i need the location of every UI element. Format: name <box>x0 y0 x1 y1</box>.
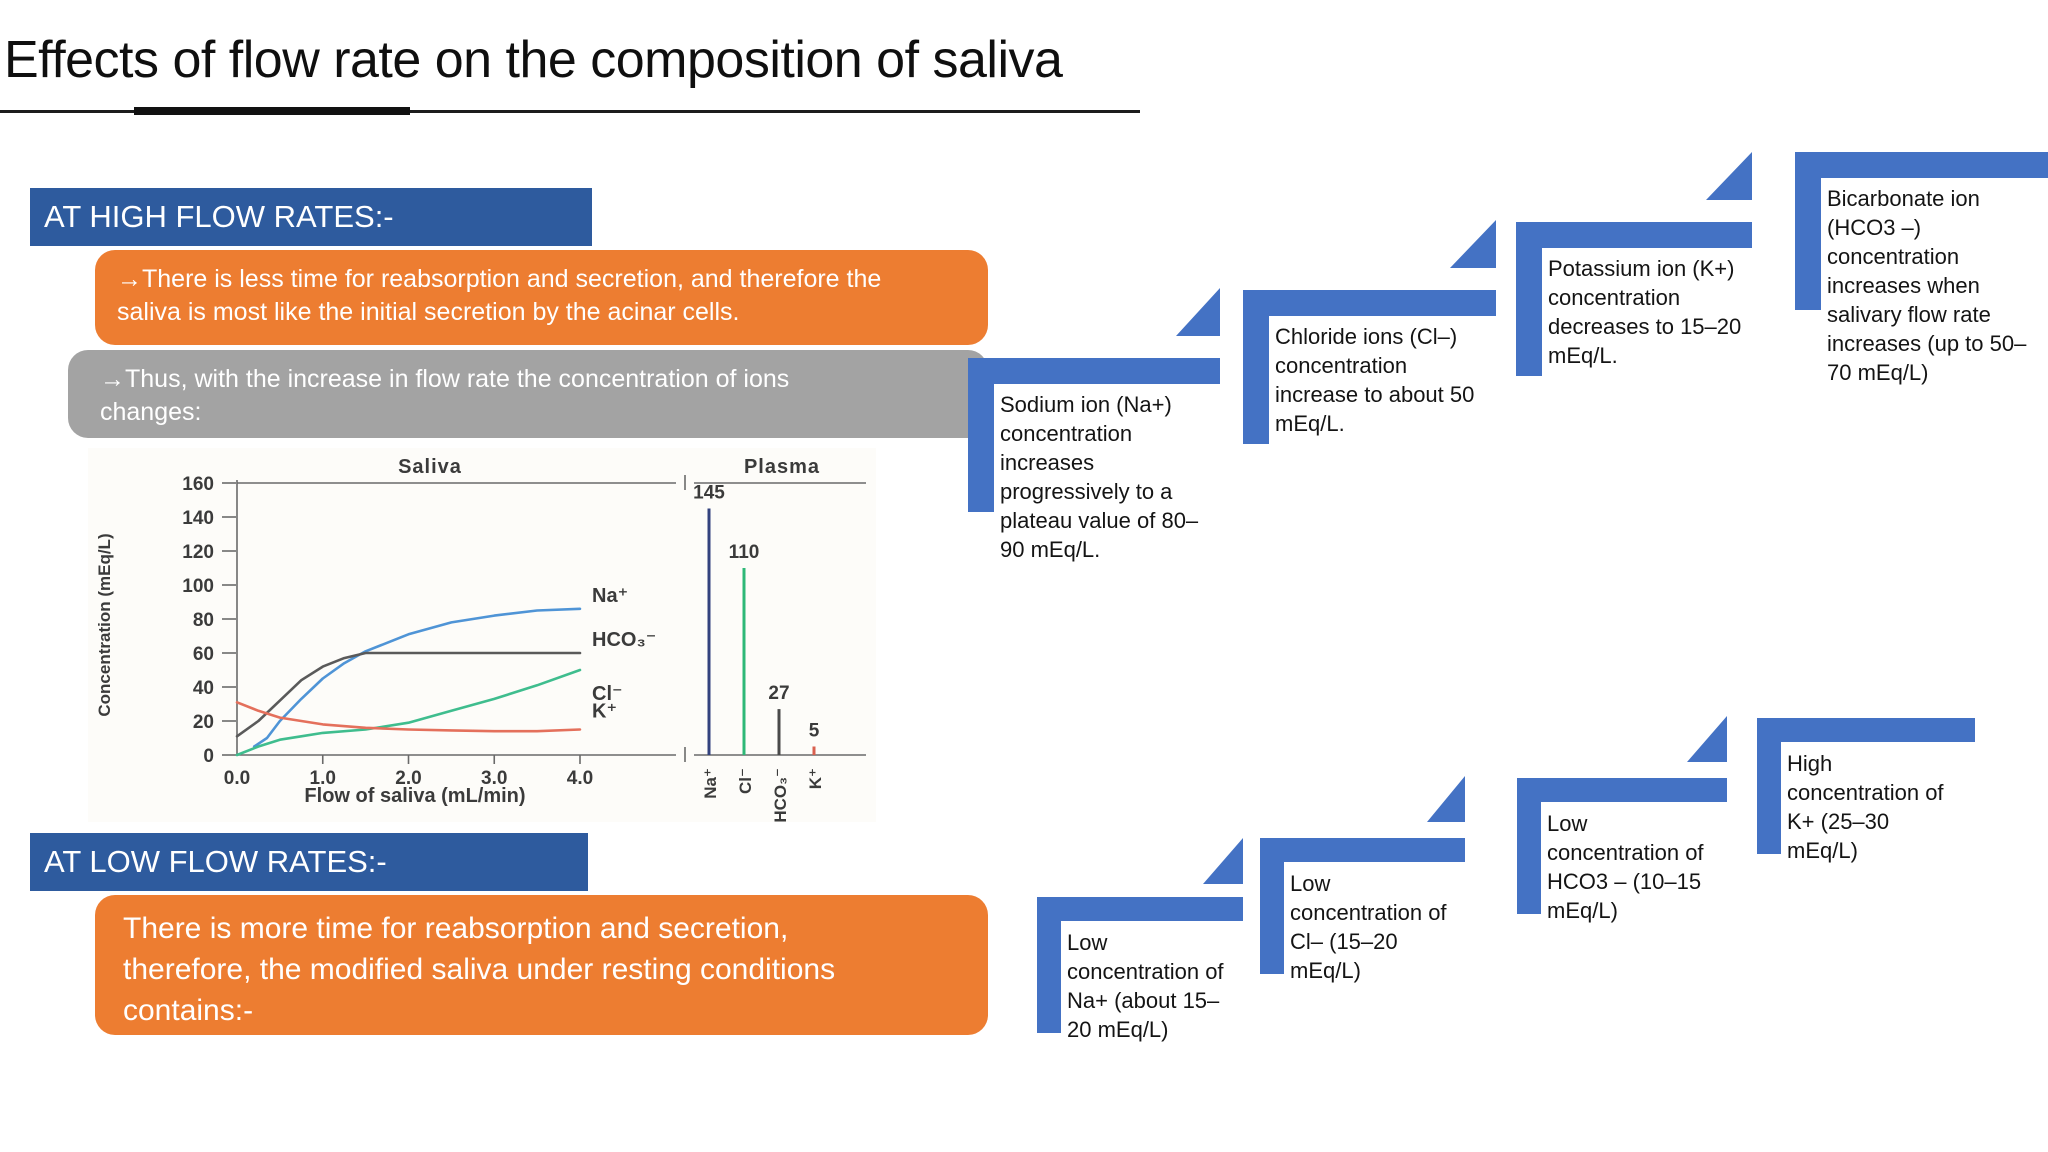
step-bar-top <box>1517 778 1727 802</box>
step-bar-left <box>968 358 994 512</box>
step-bar-top <box>1037 897 1243 921</box>
step-text: Sodium ion (Na+) concentration increases… <box>1000 392 1199 563</box>
x-axis-label: Flow of saliva (mL/min) <box>304 785 525 807</box>
step-high-potassium: Potassium ion (K+) concentration decreas… <box>1516 152 1752 432</box>
step-arrow-triangle-icon <box>1203 838 1243 884</box>
step-arrow-triangle-icon <box>1687 716 1727 762</box>
high-flow-header: AT HIGH FLOW RATES:- <box>30 188 592 246</box>
step-high-sodium: Sodium ion (Na+) concentration increases… <box>968 288 1220 568</box>
plasma-ion-label: K⁺ <box>806 768 825 789</box>
title-underline <box>0 110 1140 113</box>
plasma-ion-label: Cl⁻ <box>736 768 755 794</box>
step-bar-top <box>1795 152 2048 178</box>
plasma-ion-label: Na⁺ <box>701 768 720 799</box>
step-low-sodium: Low concentration of Na+ (about 15–20 mE… <box>1037 838 1243 1098</box>
chart-plasma-title: Plasma <box>744 456 820 478</box>
chart-saliva-title: Saliva <box>398 456 462 478</box>
step-bar-left <box>1243 290 1269 444</box>
high-flow-point-1: →There is less time for reabsorption and… <box>95 250 988 345</box>
step-text: Chloride ions (Cl–) concentration increa… <box>1275 324 1475 437</box>
step-bar-top <box>968 358 1220 384</box>
step-bar-top <box>1243 290 1496 316</box>
step-text: Bicarbonate ion (HCO3 –) concentration i… <box>1827 186 2027 386</box>
x-axis-ticks: 0.0 1.0 2.0 3.0 4.0 <box>224 755 593 789</box>
step-bar-left <box>1516 222 1542 376</box>
step-arrow-triangle-icon <box>1176 288 1220 336</box>
y-tick-label: 80 <box>193 610 214 631</box>
x-tick-label: 0.0 <box>224 768 250 789</box>
step-text: Low concentration of HCO3 – (10–15 mEq/L… <box>1547 811 1704 924</box>
title-underline-thick <box>134 107 410 115</box>
chart-curves: Na⁺ HCO₃⁻ Cl⁻K⁺ <box>235 585 656 757</box>
y-tick-label: 120 <box>182 542 214 563</box>
low-flow-header-label: AT LOW FLOW RATES:- <box>44 844 387 879</box>
curve-label: K⁺ <box>592 701 617 723</box>
curve-2 <box>235 668 582 757</box>
step-bar-left <box>1037 897 1061 1033</box>
plasma-value-label: 27 <box>768 683 789 704</box>
step-low-potassium: High concentration of K+ (25–30 mEq/L) <box>1757 718 1975 978</box>
step-arrow-triangle-icon <box>1427 776 1465 822</box>
y-axis-ticks: 0 20 40 60 80 100 120 140 160 <box>182 474 236 767</box>
y-tick-label: 40 <box>193 678 214 699</box>
y-tick-label: 140 <box>182 508 214 529</box>
plasma-value-label: 145 <box>693 483 725 504</box>
plasma-value-label: 110 <box>729 542 760 563</box>
high-flow-point-2: →Thus, with the increase in flow rate th… <box>68 350 988 438</box>
y-tick-label: 20 <box>193 712 214 733</box>
step-bar-left <box>1795 152 1821 310</box>
step-low-chloride: Low concentration of Cl– (15–20 mEq/L) <box>1260 776 1465 1036</box>
chart-axes <box>236 475 866 762</box>
curve-label: Cl⁻ <box>592 683 623 705</box>
low-flow-header: AT LOW FLOW RATES:- <box>30 833 588 891</box>
plasma-value-label: 5 <box>809 721 820 742</box>
plasma-ion-label: HCO₃⁻ <box>771 768 790 823</box>
y-tick-label: 60 <box>193 644 214 665</box>
step-high-bicarbonate: Bicarbonate ion (HCO3 –) concentration i… <box>1795 152 2048 432</box>
curve-1 <box>235 651 582 738</box>
y-tick-label: 0 <box>203 746 214 767</box>
x-tick-label: 1.0 <box>310 768 336 789</box>
curve-3 <box>235 701 582 733</box>
step-arrow-triangle-icon <box>1706 152 1752 200</box>
step-text: Low concentration of Na+ (about 15–20 mE… <box>1067 930 1224 1043</box>
step-bar-left <box>1260 838 1284 974</box>
step-text: Potassium ion (K+) concentration decreas… <box>1548 256 1742 369</box>
curve-label: Na⁺ <box>592 585 628 607</box>
step-arrow-triangle-icon <box>1450 220 1496 268</box>
saliva-composition-chart: Saliva Plasma 0 20 40 60 80 100 120 140 160 0.0 1… <box>88 448 876 823</box>
high-flow-header-label: AT HIGH FLOW RATES:- <box>44 199 394 234</box>
y-tick-label: 100 <box>182 576 214 597</box>
step-high-chloride: Chloride ions (Cl–) concentration increa… <box>1243 220 1496 500</box>
step-text: Low concentration of Cl– (15–20 mEq/L) <box>1290 871 1447 984</box>
step-low-bicarbonate: Low concentration of HCO3 – (10–15 mEq/L… <box>1517 716 1727 976</box>
step-bar-top <box>1757 718 1975 742</box>
low-flow-point-1: There is more time for reabsorption and … <box>95 895 988 1035</box>
curve-label: HCO₃⁻ <box>592 629 656 651</box>
step-bar-top <box>1260 838 1465 862</box>
plasma-bars: 145 Na⁺ 110 Cl⁻ 27 HCO₃⁻ 5 K⁺ <box>693 483 825 823</box>
x-tick-label: 2.0 <box>395 768 421 789</box>
step-bar-left <box>1517 778 1541 914</box>
step-bar-top <box>1516 222 1752 248</box>
y-tick-label: 160 <box>182 474 214 495</box>
step-text: High concentration of K+ (25–30 mEq/L) <box>1787 751 1944 864</box>
page-title: Effects of flow rate on the composition … <box>4 31 1063 89</box>
x-tick-label: 3.0 <box>481 768 507 789</box>
x-tick-label: 4.0 <box>567 768 593 789</box>
curve-0 <box>252 607 582 748</box>
step-bar-left <box>1757 718 1781 854</box>
y-axis-label: Concentration (mEq/L) <box>95 533 114 716</box>
